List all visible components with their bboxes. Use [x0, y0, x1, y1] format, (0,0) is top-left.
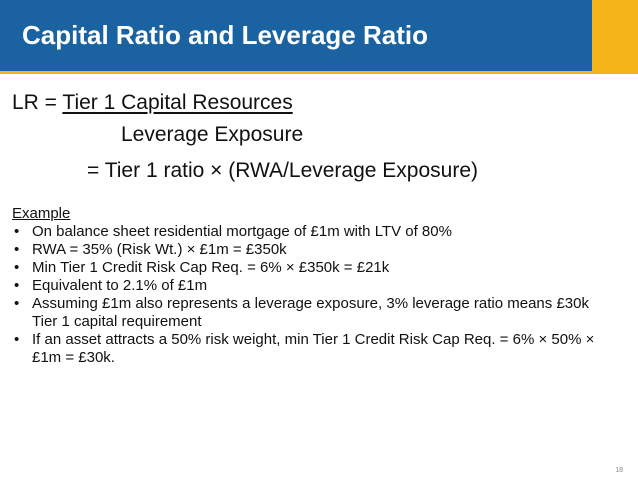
example-bullet: Assuming £1m also represents a leverage … [12, 295, 602, 331]
formula-numerator-line: LR = Tier 1 Capital Resources [12, 91, 293, 115]
example-bullet: If an asset attracts a 50% risk weight, … [12, 331, 602, 367]
example-bullet: Min Tier 1 Credit Risk Cap Req. = 6% × £… [12, 259, 602, 277]
page-number: 18 [615, 467, 623, 474]
formula-equivalent: = Tier 1 ratio × (RWA/Leverage Exposure) [87, 159, 479, 182]
title-bar-accent [592, 0, 638, 71]
formula-numerator: Tier 1 Capital Resources [62, 91, 293, 114]
slide-title: Capital Ratio and Leverage Ratio [22, 20, 428, 50]
example-section: Example On balance sheet residential mor… [12, 205, 602, 367]
formula-denominator: Leverage Exposure [121, 123, 304, 146]
example-bullet: On balance sheet residential mortgage of… [12, 223, 602, 241]
example-bullet: Equivalent to 2.1% of £1m [12, 277, 602, 295]
example-bullet-list: On balance sheet residential mortgage of… [12, 223, 602, 367]
example-bullet: RWA = 35% (Risk Wt.) × £1m = £350k [12, 241, 602, 259]
example-heading: Example [12, 205, 71, 222]
title-bar [0, 0, 638, 71]
title-bar-underline [0, 71, 638, 74]
formula-prefix: LR = [12, 91, 63, 114]
